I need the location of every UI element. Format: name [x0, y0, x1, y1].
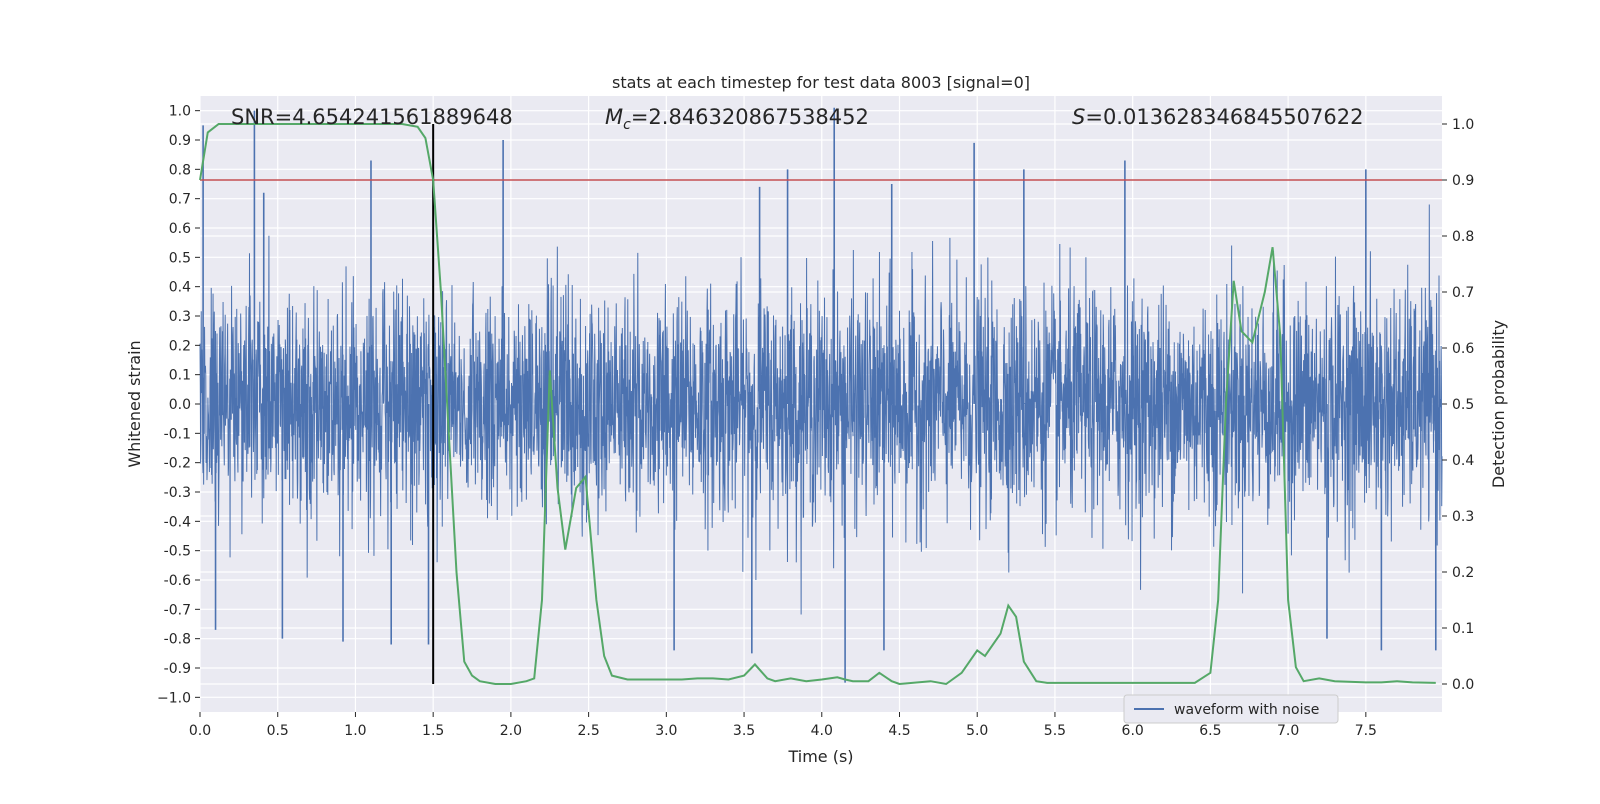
- y-left-tick-label-3: 0.7: [169, 192, 191, 208]
- x-tick-label-1: 0.5: [267, 723, 289, 739]
- s-symbol: S: [1072, 105, 1085, 129]
- x-tick-label-13: 6.5: [1199, 723, 1221, 739]
- y-left-tick-label-5: 0.5: [169, 250, 191, 266]
- detection-probability-line: [199, 123, 1436, 686]
- y-right-tick-label-6: 0.4: [1452, 453, 1474, 469]
- y-left-tick-label-2: 0.8: [169, 162, 191, 178]
- y-right-tick-label-9: 0.1: [1452, 621, 1474, 637]
- s-annotation: S=0.013628346845507622: [1072, 105, 1363, 129]
- y-left-tick-label-15: -0.5: [164, 544, 191, 560]
- legend-box: [1123, 694, 1339, 724]
- s-value: =0.013628346845507622: [1085, 105, 1363, 129]
- waveform-series: [199, 107, 1443, 683]
- y-right-tick-label-10: 0.0: [1452, 677, 1474, 693]
- x-tick-label-6: 3.0: [655, 723, 677, 739]
- x-tick-label-9: 4.5: [888, 723, 910, 739]
- y-right-tick-label-7: 0.3: [1452, 509, 1474, 525]
- y-right-tick-label-2: 0.8: [1452, 229, 1474, 245]
- x-tick-label-7: 3.5: [733, 723, 755, 739]
- y-left-tick-label-7: 0.3: [169, 309, 191, 325]
- y-left-tick-label-18: -0.8: [164, 632, 191, 648]
- y-right-tick-label-8: 0.2: [1452, 565, 1474, 581]
- y-left-tick-label-1: 0.9: [169, 133, 191, 149]
- x-tick-label-5: 2.5: [577, 723, 599, 739]
- legend: waveform with noise: [1123, 694, 1339, 724]
- y-right-tick-label-4: 0.6: [1452, 341, 1474, 357]
- x-tick-label-8: 4.0: [811, 723, 833, 739]
- y-left-tick-label-0: 1.0: [169, 104, 191, 120]
- x-tick-label-11: 5.5: [1044, 723, 1066, 739]
- snr-annotation: SNR=4.654241561889648: [231, 105, 513, 129]
- y-left-tick-label-13: -0.3: [164, 485, 191, 501]
- left-axis-label: Whitened strain: [125, 340, 144, 467]
- chart-title: stats at each timestep for test data 800…: [612, 73, 1030, 92]
- y-right-tick-label-3: 0.7: [1452, 285, 1474, 301]
- y-left-tick-label-12: -0.2: [164, 456, 191, 472]
- x-tick-label-2: 1.0: [344, 723, 366, 739]
- x-tick-label-3: 1.5: [422, 723, 444, 739]
- x-tick-label-10: 5.0: [966, 723, 988, 739]
- y-left-tick-label-17: -0.7: [164, 602, 191, 618]
- chirp-mass-symbol: M: [605, 105, 623, 129]
- x-axis-label: Time (s): [787, 747, 853, 766]
- y-left-tick-label-6: 0.4: [169, 280, 191, 296]
- y-right-tick-label-0: 1.0: [1452, 117, 1474, 133]
- y-left-tick-label-16: -0.6: [164, 573, 191, 589]
- y-left-tick-label-14: -0.4: [164, 514, 191, 530]
- legend-label-waveform: waveform with noise: [1174, 702, 1319, 718]
- right-axis-ticks: 1.0 0.9 0.8 0.7 0.6 0.5 0.4 0.3 0.2 0.1 0.0: [1442, 117, 1474, 693]
- y-left-tick-label-11: -0.1: [164, 426, 191, 442]
- chirp-mass-annotation: Mc=2.846320867538452: [605, 105, 869, 133]
- y-right-tick-label-5: 0.5: [1452, 397, 1474, 413]
- right-axis-label: Detection probability: [1489, 320, 1508, 488]
- y-left-tick-label-8: 0.2: [169, 338, 191, 354]
- y-left-tick-label-19: -0.9: [164, 661, 191, 677]
- y-left-tick-label-10: 0.0: [169, 397, 191, 413]
- y-left-tick-label-20: −1.0: [157, 690, 191, 706]
- x-tick-label-12: 6.0: [1122, 723, 1144, 739]
- y-left-tick-label-9: 0.1: [169, 368, 191, 384]
- x-axis-ticks: 0.0 0.5 1.0 1.5 2.0 2.5 3.0 3.5 4.0 4.5 5.0 5.5 6.0 6…: [189, 712, 1377, 739]
- x-tick-label-14: 7.0: [1277, 723, 1299, 739]
- x-tick-label-15: 7.5: [1355, 723, 1377, 739]
- y-left-tick-label-4: 0.6: [169, 221, 191, 237]
- x-tick-label-4: 2.0: [500, 723, 522, 739]
- y-right-tick-label-1: 0.9: [1452, 173, 1474, 189]
- left-axis-ticks: 1.0 0.9 0.8 0.7 0.6 0.5 0.4 0.3 0.2 0.1 0.0 -0.1 -0.…: [157, 104, 200, 706]
- chirp-mass-value: =2.846320867538452: [631, 105, 869, 129]
- x-tick-label-0: 0.0: [189, 723, 211, 739]
- waveform-trace: [199, 204, 1443, 615]
- chirp-mass-subscript: c: [623, 117, 631, 133]
